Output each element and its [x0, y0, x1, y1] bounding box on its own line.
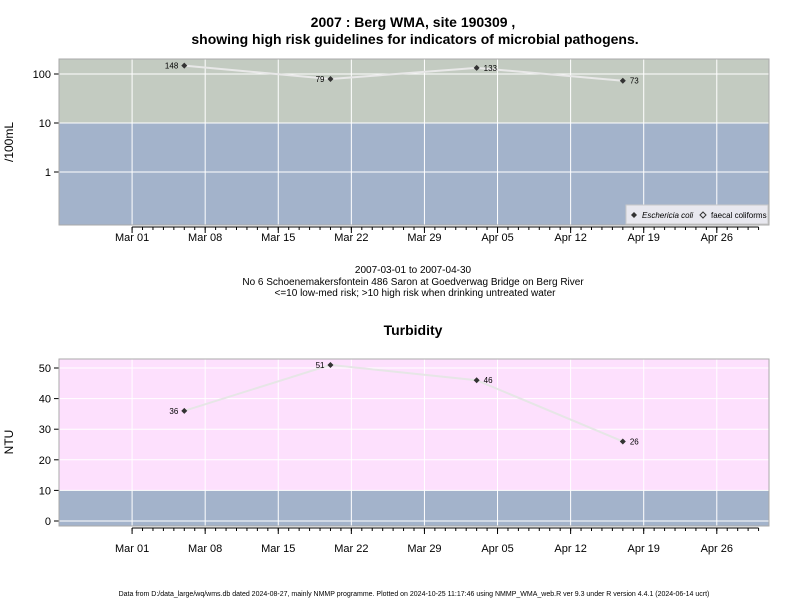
chart2-xtick-label: Apr 26 — [701, 543, 733, 555]
chart2-ytick-label: 10 — [39, 485, 51, 497]
chart1-xtick-label: Apr 19 — [627, 232, 659, 244]
chart1-xtick-label: Apr 12 — [554, 232, 586, 244]
chart2-ytick-label: 40 — [39, 394, 51, 406]
chart2-plot: 0 10 20 30 40 50 Mar 01 Mar 08 Mar 15 Mar 22 Mar 2… — [2, 358, 770, 555]
legend-box — [625, 204, 769, 225]
chart1-ytick-label: 10 — [39, 118, 51, 130]
chart1-xtick-label: Apr 05 — [481, 232, 513, 244]
chart1-xtick-label: Mar 29 — [407, 232, 441, 244]
chart1-data-label: 73 — [630, 77, 639, 86]
chart1-ylabel: /100mL — [2, 122, 16, 162]
chart2-title: Turbidity — [384, 322, 443, 338]
chart2-data-point — [473, 377, 480, 384]
chart2-ylabel: NTU — [2, 430, 16, 455]
chart1-series-line — [184, 64, 623, 82]
chart2-xtick-label: Mar 08 — [188, 543, 222, 555]
chart2-high-risk-band — [59, 359, 769, 491]
chart1-legend: Eschericia coli faecal coliforms — [625, 204, 769, 225]
chart2-xtick-label: Mar 22 — [334, 543, 368, 555]
chart1-data-point — [473, 64, 480, 71]
chart2-ytick-label: 30 — [39, 424, 51, 436]
chart2-series-line — [183, 363, 624, 443]
chart1-xtick-label: Mar 15 — [261, 232, 295, 244]
chart2-xtick-label: Mar 15 — [261, 543, 295, 555]
chart2-data-point — [327, 361, 334, 368]
chart2-data-point — [181, 407, 188, 414]
chart2-xtick-label: Mar 29 — [407, 543, 441, 555]
chart1-high-risk-band — [59, 59, 769, 123]
chart1-xtick-label: Apr 26 — [701, 232, 733, 244]
chart1-title-line2: showing high risk guidelines for indicat… — [191, 31, 638, 47]
chart1-xtick-label: Mar 08 — [188, 232, 222, 244]
chart2-ytick-label: 20 — [39, 455, 51, 467]
chart1-xtick-label: Mar 22 — [334, 232, 368, 244]
chart2-xtick-label: Mar 01 — [115, 543, 149, 555]
chart2-data-label: 46 — [484, 376, 493, 385]
legend-ecoli-marker — [631, 212, 637, 218]
chart1-data-point — [619, 77, 626, 84]
legend-faecal-label: faecal coliforms — [711, 211, 767, 220]
legend-faecal-marker — [699, 211, 707, 219]
chart2-ytick-label: 0 — [45, 516, 51, 528]
chart1-title-line1: 2007 : Berg WMA, site 190309 , — [311, 14, 516, 30]
legend-ecoli-label: Eschericia coli — [642, 211, 693, 220]
chart2-low-risk-band — [59, 490, 769, 526]
chart2-xtick-label: Apr 05 — [481, 543, 513, 555]
chart2-data-label: 36 — [169, 407, 178, 416]
subtitle-date-range: 2007-03-01 to 2007-04-30 — [355, 265, 472, 276]
chart2-xtick-label: Apr 19 — [627, 543, 659, 555]
chart2-ytick-label: 50 — [39, 363, 51, 375]
chart1-ytick-label: 100 — [33, 69, 51, 81]
chart2-data-point — [619, 438, 626, 445]
chart1-data-point — [181, 62, 188, 69]
subtitle-risk-note: <=10 low-med risk; >10 high risk when dr… — [275, 288, 557, 299]
chart1-data-label: 133 — [484, 64, 498, 73]
chart2-data-label: 51 — [316, 361, 325, 370]
chart2-xtick-label: Apr 12 — [554, 543, 586, 555]
chart1-data-label: 148 — [165, 62, 179, 71]
chart1-data-point — [327, 76, 334, 83]
footer-note: Data from D:/data_large/wq/wms.db dated … — [119, 591, 710, 598]
chart1-xtick-label: Mar 01 — [115, 232, 149, 244]
chart1-plot: 1 10 100 Mar 01 Mar 08 Mar 15 Mar 22 Mar 29 Apr … — [2, 58, 770, 244]
chart2-frame — [58, 358, 770, 527]
chart1-ytick-label: 1 — [45, 167, 51, 179]
chart1-data-label: 79 — [316, 75, 325, 84]
chart1-frame — [58, 58, 770, 226]
chart2-data-label: 26 — [630, 437, 639, 446]
subtitle-site-name: No 6 Schoenemakersfontein 486 Saron at G… — [242, 277, 584, 288]
